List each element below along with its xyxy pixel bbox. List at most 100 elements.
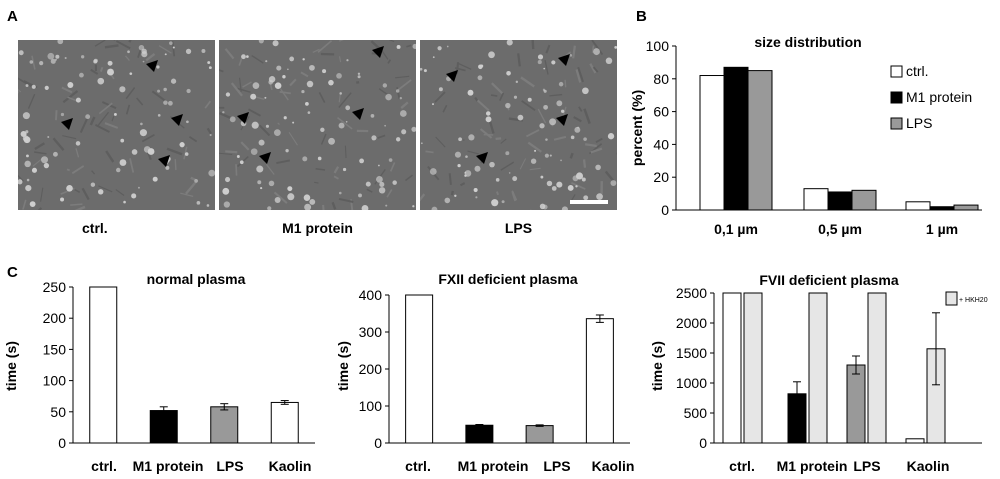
micrograph-particle bbox=[574, 126, 581, 133]
micrograph-fiber bbox=[180, 192, 194, 197]
arrowhead-icon bbox=[171, 114, 183, 126]
chart-c1-y-tick-label: 200 bbox=[43, 310, 67, 326]
chart-c1-bar bbox=[149, 410, 178, 444]
chart-c2-y-tick-label: 300 bbox=[359, 324, 383, 340]
micrograph-particle bbox=[420, 67, 423, 71]
arrowhead-icon bbox=[352, 108, 364, 120]
micrograph-particle bbox=[540, 175, 544, 179]
micrograph-fiber bbox=[545, 44, 551, 54]
micrograph-fiber bbox=[277, 122, 280, 125]
micrograph-fiber bbox=[575, 69, 582, 83]
micrograph-fiber bbox=[337, 116, 353, 130]
micrograph-fiber bbox=[61, 86, 73, 94]
chart-c2-x-tick-label: M1 protein bbox=[458, 458, 529, 474]
micrograph-fiber bbox=[289, 78, 297, 87]
chart-c3-x-tick-label: ctrl. bbox=[729, 458, 755, 474]
micrograph-particle bbox=[90, 182, 96, 187]
micrograph-particle bbox=[80, 55, 85, 59]
micrograph-particle bbox=[47, 135, 50, 138]
micrograph-fiber bbox=[564, 79, 567, 88]
micrograph-fiber bbox=[174, 159, 177, 171]
micrograph-particle bbox=[167, 100, 173, 106]
micrograph-fiber bbox=[265, 163, 275, 175]
micrograph-particle bbox=[131, 149, 138, 155]
micrograph-fiber bbox=[396, 87, 401, 100]
micrograph-fiber bbox=[314, 181, 319, 184]
micrograph-fiber bbox=[62, 90, 79, 104]
micrograph-particle bbox=[139, 129, 147, 137]
micrograph-fiber bbox=[344, 145, 347, 159]
micrograph-particle bbox=[79, 72, 84, 78]
micrograph-particle bbox=[43, 162, 50, 169]
micrograph-particle bbox=[54, 58, 58, 61]
micrograph-particle bbox=[582, 87, 589, 95]
micrograph-fiber bbox=[425, 150, 434, 154]
micrograph-fiber bbox=[141, 133, 155, 143]
chart-c3-bar bbox=[722, 292, 742, 444]
micrograph-particle bbox=[66, 185, 73, 192]
micrograph-particle bbox=[480, 64, 484, 68]
micrograph-particle bbox=[116, 167, 121, 173]
micrograph-fiber bbox=[111, 115, 115, 122]
micrograph-fiber bbox=[406, 44, 412, 48]
micrograph-particle bbox=[446, 45, 449, 48]
arrowhead-icon bbox=[146, 60, 158, 72]
micrograph-particle bbox=[345, 105, 351, 111]
chart-c1-title: normal plasma bbox=[147, 271, 246, 287]
micrograph-fiber bbox=[105, 150, 115, 163]
micrograph-fiber bbox=[70, 203, 83, 206]
micrograph-fiber bbox=[74, 189, 81, 193]
micrograph-fiber bbox=[104, 44, 119, 49]
micrograph-fiber bbox=[520, 76, 535, 88]
chart-c2-bar bbox=[585, 318, 614, 444]
micrograph-particle bbox=[225, 92, 231, 97]
micrograph-particle bbox=[551, 60, 556, 65]
micrograph-fiber bbox=[276, 159, 291, 165]
micrograph-particle bbox=[429, 168, 437, 175]
micrograph-fiber bbox=[387, 59, 392, 64]
micrograph-fiber bbox=[398, 79, 412, 91]
micrograph-fiber bbox=[442, 104, 448, 113]
micrograph-fiber bbox=[500, 138, 507, 144]
micrograph-fiber bbox=[318, 92, 326, 104]
micrograph-particle bbox=[464, 174, 467, 177]
micrograph-particle bbox=[322, 69, 327, 74]
micrograph-particle bbox=[546, 180, 553, 187]
micrograph-particle bbox=[385, 204, 388, 207]
micrograph-particle bbox=[382, 83, 388, 88]
micrograph-particle bbox=[57, 40, 64, 45]
micrograph-fiber bbox=[529, 167, 541, 171]
micrograph-particle bbox=[412, 205, 415, 208]
micrograph-particle bbox=[170, 78, 177, 84]
micrograph-particle bbox=[147, 148, 155, 155]
chart-c3-x-tick-label: M1 protein bbox=[777, 458, 848, 474]
micrograph-fiber bbox=[151, 90, 167, 103]
micrograph-fiber bbox=[18, 174, 24, 182]
micrograph-particle bbox=[157, 113, 161, 117]
micrograph-fiber bbox=[206, 127, 212, 135]
micrograph-fiber bbox=[490, 94, 498, 97]
micrograph-fiber bbox=[230, 82, 243, 97]
micrograph-particle bbox=[384, 124, 386, 127]
micrograph-fiber bbox=[531, 40, 535, 50]
micrograph-fiber bbox=[251, 54, 264, 64]
micrograph-particle bbox=[22, 112, 30, 120]
micrograph-particle bbox=[131, 193, 137, 199]
micrograph-particle bbox=[196, 200, 201, 205]
micrograph-fiber bbox=[238, 77, 242, 92]
arrowhead-icon bbox=[476, 152, 488, 164]
micrograph-particle bbox=[75, 97, 81, 103]
micrograph-particle bbox=[272, 40, 279, 47]
micrograph-particle bbox=[40, 156, 49, 164]
micrograph-particle bbox=[336, 73, 342, 79]
micrograph-particle bbox=[317, 156, 322, 161]
micrograph-particle bbox=[309, 198, 316, 205]
micrograph-particle bbox=[583, 137, 587, 141]
micrograph-particle bbox=[513, 95, 518, 99]
micrograph-fiber bbox=[338, 92, 352, 108]
micrograph-particle bbox=[303, 194, 311, 201]
micrograph-particle bbox=[458, 137, 462, 142]
micrograph-fiber bbox=[458, 62, 472, 70]
chart-c3-x-tick-label: LPS bbox=[853, 458, 880, 474]
micrograph-lps bbox=[420, 40, 617, 210]
